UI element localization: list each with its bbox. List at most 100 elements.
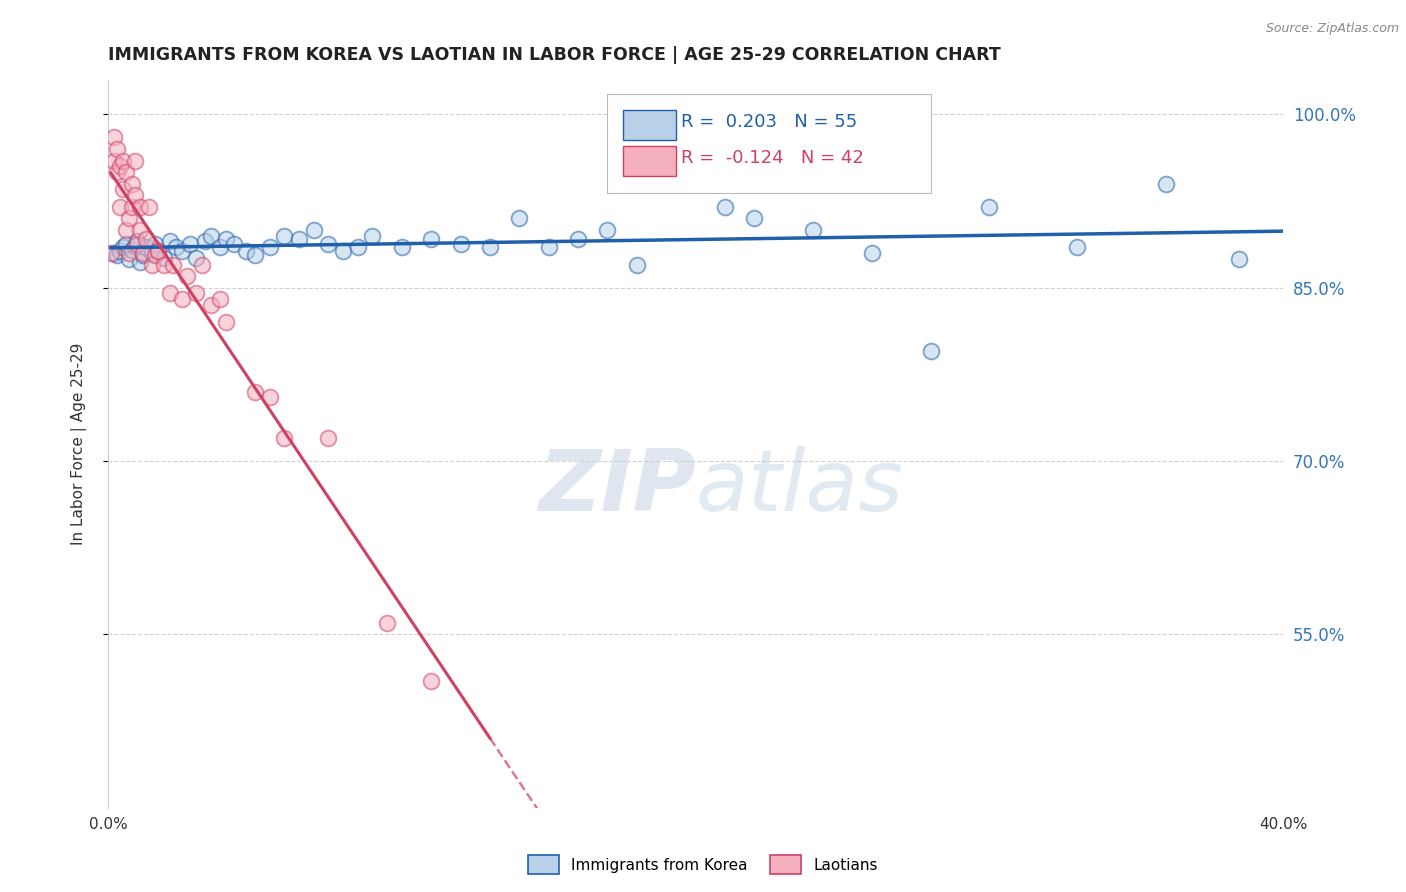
Point <box>920 344 942 359</box>
Point <box>714 200 737 214</box>
Text: IMMIGRANTS FROM KOREA VS LAOTIAN IN LABOR FORCE | AGE 25-29 CORRELATION CHART: IMMIGRANTS FROM KOREA VS LAOTIAN IN LABO… <box>108 46 1001 64</box>
Point <box>105 165 128 179</box>
Point <box>162 258 184 272</box>
Point <box>127 235 149 249</box>
Point <box>318 236 340 251</box>
Text: ZIP: ZIP <box>538 446 696 529</box>
Point <box>318 431 340 445</box>
Point <box>124 188 146 202</box>
Point <box>127 236 149 251</box>
Text: Source: ZipAtlas.com: Source: ZipAtlas.com <box>1265 22 1399 36</box>
Point <box>332 244 354 258</box>
Point <box>508 211 530 226</box>
Point <box>105 142 128 156</box>
Point <box>129 223 152 237</box>
Point <box>235 244 257 258</box>
Point <box>744 211 766 226</box>
Point <box>243 248 266 262</box>
Point <box>108 200 131 214</box>
Point <box>141 258 163 272</box>
Point <box>420 673 443 688</box>
Point <box>176 269 198 284</box>
Point <box>111 240 134 254</box>
Point <box>596 223 619 237</box>
Legend: Immigrants from Korea, Laotians: Immigrants from Korea, Laotians <box>522 849 884 880</box>
Point <box>117 252 139 266</box>
Text: R =  0.203   N = 55: R = 0.203 N = 55 <box>682 113 858 131</box>
Point <box>159 235 181 249</box>
Point <box>979 200 1001 214</box>
Point <box>153 251 176 265</box>
Text: atlas: atlas <box>696 446 904 529</box>
Point <box>129 200 152 214</box>
Point <box>214 232 236 246</box>
Point <box>132 246 155 260</box>
Point <box>100 246 122 260</box>
Point <box>105 248 128 262</box>
Point <box>170 292 193 306</box>
Point <box>450 236 472 251</box>
Text: R =  -0.124   N = 42: R = -0.124 N = 42 <box>682 149 865 168</box>
Point <box>103 153 125 168</box>
Point <box>146 244 169 258</box>
Point <box>153 258 176 272</box>
Point <box>302 223 325 237</box>
Point <box>114 236 136 251</box>
Point <box>114 223 136 237</box>
Point <box>860 246 883 260</box>
Point <box>143 236 166 251</box>
Point <box>143 248 166 262</box>
Point <box>1066 240 1088 254</box>
Point <box>111 182 134 196</box>
Point <box>114 165 136 179</box>
Point <box>1154 177 1177 191</box>
Point <box>138 200 160 214</box>
Point <box>165 240 187 254</box>
Point <box>288 232 311 246</box>
Point <box>186 251 208 265</box>
Point <box>200 228 222 243</box>
Point <box>124 153 146 168</box>
FancyBboxPatch shape <box>607 95 931 193</box>
Point <box>121 243 143 257</box>
Point <box>146 244 169 258</box>
Y-axis label: In Labor Force | Age 25-29: In Labor Force | Age 25-29 <box>72 343 87 545</box>
Point <box>214 315 236 329</box>
Point <box>567 232 589 246</box>
Point <box>108 159 131 173</box>
Point <box>259 391 281 405</box>
Point <box>117 211 139 226</box>
Point <box>141 246 163 260</box>
Point <box>259 240 281 254</box>
Point <box>1227 252 1250 266</box>
Point <box>194 235 217 249</box>
Point <box>361 228 384 243</box>
Point <box>655 177 678 191</box>
Point <box>375 615 398 630</box>
Point <box>124 239 146 253</box>
Point <box>478 240 501 254</box>
Point <box>346 240 368 254</box>
Point <box>121 200 143 214</box>
Point <box>111 153 134 168</box>
Point <box>135 240 157 254</box>
Point <box>224 236 246 251</box>
Point <box>420 232 443 246</box>
Point <box>103 246 125 260</box>
Point <box>108 244 131 258</box>
Point <box>186 286 208 301</box>
Point <box>129 255 152 269</box>
Point <box>170 244 193 258</box>
Point <box>200 298 222 312</box>
Point <box>626 258 648 272</box>
FancyBboxPatch shape <box>623 110 676 140</box>
Point <box>243 384 266 399</box>
Point <box>103 130 125 145</box>
Point <box>801 223 824 237</box>
Point <box>135 232 157 246</box>
Point <box>179 236 201 251</box>
Point <box>159 286 181 301</box>
Point <box>391 240 413 254</box>
Point <box>191 258 214 272</box>
Point <box>273 228 295 243</box>
